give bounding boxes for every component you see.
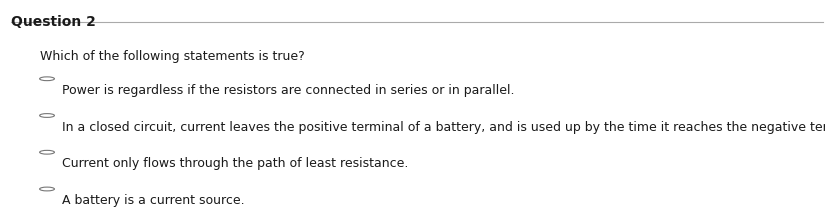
Text: Question 2: Question 2 [11, 15, 96, 29]
Text: In a closed circuit, current leaves the positive terminal of a battery, and is u: In a closed circuit, current leaves the … [62, 121, 825, 134]
Text: Which of the following statements is true?: Which of the following statements is tru… [40, 50, 304, 63]
Text: A battery is a current source.: A battery is a current source. [62, 194, 244, 207]
Text: Power is regardless if the resistors are connected in series or in parallel.: Power is regardless if the resistors are… [62, 84, 514, 97]
Text: Current only flows through the path of least resistance.: Current only flows through the path of l… [62, 158, 408, 171]
